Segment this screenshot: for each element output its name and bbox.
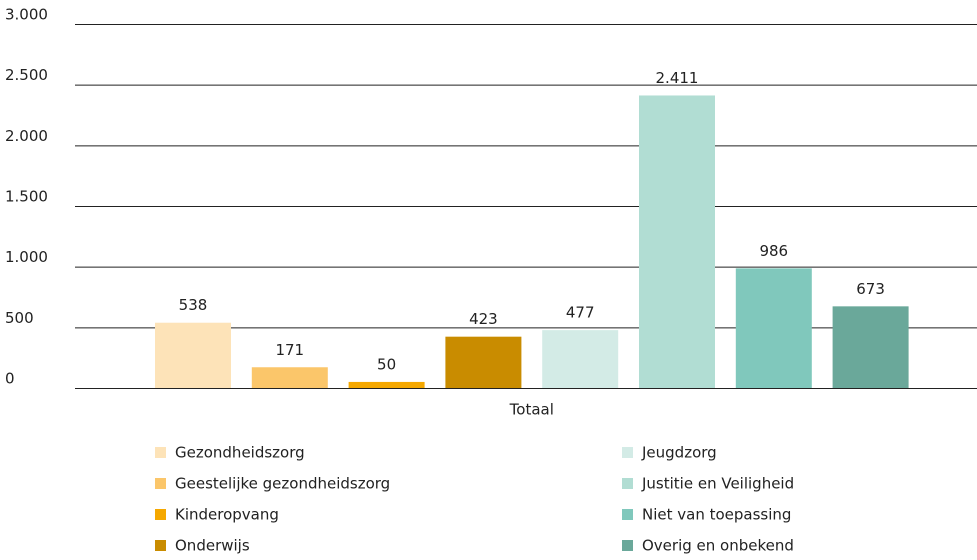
y-tick-label: 2.000	[5, 127, 48, 145]
data-label: 477	[566, 304, 595, 322]
legend-label: Gezondheidszorg	[175, 444, 305, 462]
legend-swatch	[622, 509, 633, 520]
legend-label: Jeugdzorg	[641, 444, 717, 462]
legend-swatch	[155, 509, 166, 520]
data-label: 50	[377, 355, 396, 373]
data-label: 171	[275, 341, 304, 359]
y-tick-label: 0	[5, 370, 15, 388]
data-label: 986	[759, 242, 788, 260]
legend-swatch	[622, 478, 633, 489]
legend-label: Justitie en Veiligheid	[641, 475, 794, 493]
legend-swatch	[622, 447, 633, 458]
legend-swatch	[622, 540, 633, 551]
legend-label: Niet van toepassing	[642, 506, 791, 524]
y-tick-label: 2.500	[5, 66, 48, 84]
bar	[735, 268, 812, 388]
legend-swatch	[155, 447, 166, 458]
y-tick-label: 1.500	[5, 188, 48, 206]
x-tick-label: Totaal	[509, 401, 554, 419]
data-label: 538	[179, 296, 208, 314]
legend-label: Geestelijke gezondheidszorg	[175, 475, 390, 493]
legend-label: Overig en onbekend	[642, 537, 794, 555]
bar	[251, 367, 328, 388]
data-label: 423	[469, 310, 498, 328]
bar	[639, 95, 715, 388]
bar	[348, 381, 425, 388]
bar	[832, 306, 909, 388]
legend-label: Onderwijs	[175, 537, 250, 555]
legend-swatch	[155, 478, 166, 489]
data-label: 2.411	[656, 69, 699, 87]
bar	[445, 336, 522, 388]
legend-label: Kinderopvang	[175, 506, 279, 524]
y-tick-label: 500	[5, 309, 34, 327]
bar	[155, 322, 231, 388]
y-tick-label: 1.000	[5, 248, 48, 266]
y-tick-label: 3.000	[5, 6, 48, 24]
data-label: 673	[856, 280, 885, 298]
legend-swatch	[155, 540, 166, 551]
bar	[542, 330, 619, 388]
